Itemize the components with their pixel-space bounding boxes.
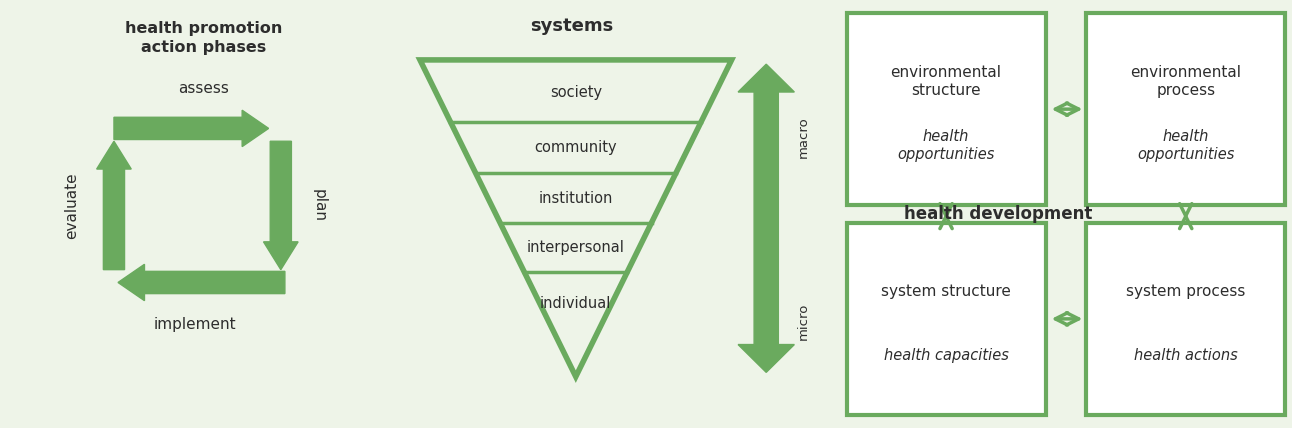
- FancyBboxPatch shape: [846, 223, 1045, 415]
- FancyArrow shape: [97, 141, 132, 270]
- Text: systems: systems: [530, 17, 614, 35]
- Text: health capacities: health capacities: [884, 348, 1009, 363]
- Text: assess: assess: [178, 81, 229, 96]
- Text: environmental
structure: environmental structure: [890, 65, 1001, 98]
- Text: macro: macro: [796, 116, 810, 158]
- Text: system process: system process: [1127, 283, 1245, 299]
- Text: individual: individual: [540, 296, 611, 312]
- FancyBboxPatch shape: [1087, 13, 1286, 205]
- Text: micro: micro: [796, 302, 810, 340]
- Text: institution: institution: [539, 190, 612, 206]
- FancyBboxPatch shape: [1087, 223, 1286, 415]
- Text: system structure: system structure: [881, 283, 1012, 299]
- Text: health
opportunities: health opportunities: [898, 129, 995, 162]
- Text: community: community: [535, 140, 618, 155]
- Text: health promotion
action phases: health promotion action phases: [125, 21, 282, 55]
- Text: environmental
process: environmental process: [1130, 65, 1242, 98]
- Text: interpersonal: interpersonal: [527, 240, 625, 255]
- FancyArrow shape: [114, 110, 269, 146]
- Text: implement: implement: [154, 317, 236, 332]
- Text: plan: plan: [311, 189, 327, 222]
- Text: society: society: [549, 84, 602, 100]
- Text: evaluate: evaluate: [63, 172, 79, 239]
- Text: health actions: health actions: [1134, 348, 1238, 363]
- FancyBboxPatch shape: [846, 13, 1045, 205]
- FancyArrow shape: [118, 264, 286, 300]
- Text: health development: health development: [904, 205, 1092, 223]
- FancyArrow shape: [264, 141, 298, 270]
- Text: health
opportunities: health opportunities: [1137, 129, 1234, 162]
- Polygon shape: [738, 64, 795, 372]
